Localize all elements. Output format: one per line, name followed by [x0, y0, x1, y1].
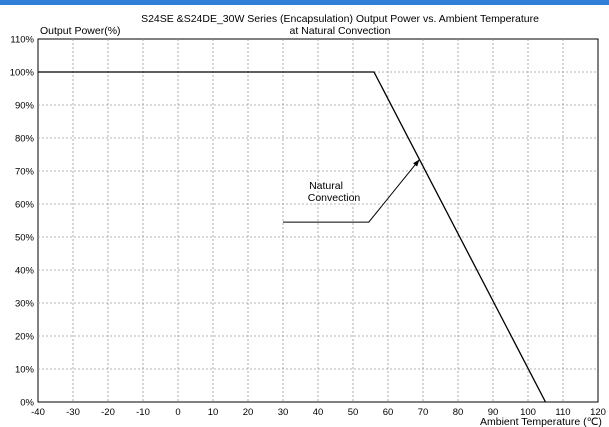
- y-tick-label: 90%: [15, 101, 35, 112]
- annotation-line1: Natural: [309, 180, 343, 192]
- chart-title-line1: S24SE &S24DE_30W Series (Encapsulation) …: [141, 13, 539, 25]
- series-group: [38, 71, 547, 403]
- x-tick-label: -10: [136, 407, 150, 418]
- top-accent-bar: [0, 0, 609, 5]
- y-tick-label: 100%: [10, 68, 35, 79]
- x-tick-label: 80: [453, 407, 464, 418]
- y-tick-label: 60%: [15, 200, 35, 211]
- x-axis-title: Ambient Temperature (℃): [480, 416, 602, 427]
- chart-title-line2: at Natural Convection: [290, 25, 391, 37]
- annotation-group: Natural Convection: [283, 159, 420, 223]
- x-tick-label: 60: [383, 407, 394, 418]
- y-tick-label: 80%: [15, 134, 35, 145]
- y-tick-label: 20%: [15, 332, 35, 343]
- y-tick-label: 110%: [10, 35, 34, 46]
- x-tick-label: -20: [101, 407, 115, 418]
- grid-lines: [38, 39, 598, 402]
- x-tick-label: 30: [278, 407, 289, 418]
- x-tick-label: 0: [175, 407, 180, 418]
- y-tick-label: 40%: [15, 266, 35, 277]
- annotation-line2: Convection: [308, 192, 361, 204]
- y-tick-label: 10%: [15, 365, 35, 376]
- y-tick-label: 30%: [15, 299, 35, 310]
- series-line: [38, 71, 547, 403]
- annotation-arrowhead: [413, 159, 420, 167]
- y-tick-label: 50%: [15, 233, 35, 244]
- x-tick-label: -30: [66, 407, 80, 418]
- y-tick-label: 70%: [15, 167, 35, 178]
- x-tick-label: 10: [208, 407, 219, 418]
- x-tick-label: 50: [348, 407, 359, 418]
- annotation-leader-line: [283, 159, 420, 223]
- x-tick-label: 90: [488, 407, 499, 418]
- x-tick-label: 120: [590, 407, 606, 418]
- x-tick-label: 110: [555, 407, 570, 418]
- y-tick-labels: 0% 10% 20% 30% 40% 50% 60% 70% 80% 90% 100% 110%: [10, 35, 35, 409]
- x-tick-label: 70: [418, 407, 429, 418]
- x-tick-label: 100: [520, 407, 536, 418]
- x-tick-label: -40: [31, 407, 45, 418]
- y-axis-title: Output Power(%): [40, 25, 121, 37]
- x-tick-labels: -40 -30 -20 -10 0 10 20 30 40 50 60 70 80 90 100 110 120: [31, 407, 606, 418]
- x-tick-label: 40: [313, 407, 324, 418]
- x-tick-label: 20: [243, 407, 254, 418]
- y-tick-label: 0%: [20, 398, 34, 409]
